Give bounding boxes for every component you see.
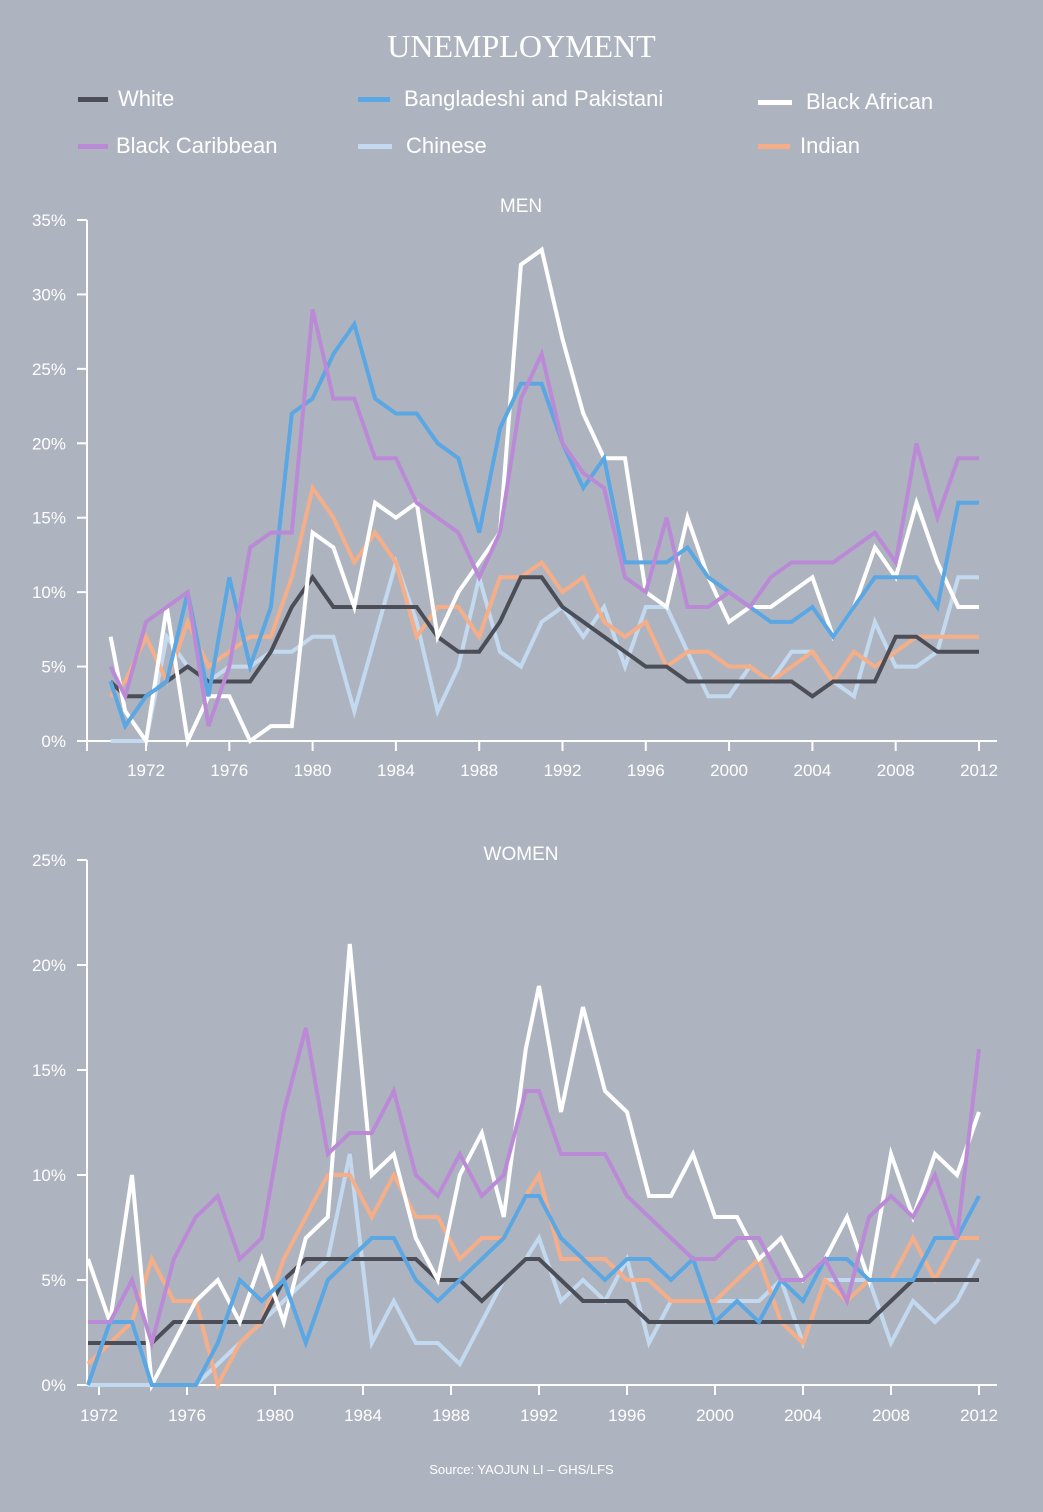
men-y-tick-label: 25%: [32, 360, 66, 379]
men-series-black-caribbean: [108, 308, 979, 727]
men-x-tick-label: 1996: [627, 761, 665, 780]
legend-item-bangladeshi-pakistani: Bangladeshi and Pakistani: [358, 86, 663, 112]
legend-label-black-caribbean: Black Caribbean: [116, 133, 278, 158]
legend-swatch-black-caribbean: [78, 143, 108, 149]
men-x-tick-label: 2004: [793, 761, 831, 780]
women-x-tick-label: 2000: [696, 1406, 734, 1425]
legend-swatch-bangladeshi-pakistani: [358, 96, 390, 102]
women-series-white: [88, 1257, 979, 1345]
legend-label-black-african: Black African: [806, 89, 934, 114]
men-x-tick-label: 1984: [377, 761, 415, 780]
women-x-tick-label: 1992: [520, 1406, 558, 1425]
women-x-tick-label: 1988: [432, 1406, 470, 1425]
legend-label-indian: Indian: [800, 133, 860, 158]
women-y-tick-label: 10%: [32, 1166, 66, 1185]
men-y-tick-label: 30%: [32, 285, 66, 304]
men-x-tick-label: 1972: [127, 761, 165, 780]
women-x-tick-label: 1972: [80, 1406, 118, 1425]
men-y-tick-label: 0%: [41, 732, 66, 751]
women-x-tick-label: 1976: [168, 1406, 206, 1425]
legend-item-indian: Indian: [758, 133, 860, 159]
men-x-tick-label: 1980: [294, 761, 332, 780]
legend-swatch-chinese: [358, 143, 392, 149]
legend-swatch-black-african: [758, 99, 792, 105]
men-y-tick-label: 10%: [32, 583, 66, 602]
men-x-tick-label: 2008: [877, 761, 915, 780]
women-y-tick-label: 5%: [41, 1271, 66, 1290]
men-x-tick-label: 2012: [960, 761, 998, 780]
women-series-black-african: [86, 943, 981, 1392]
women-chart-title: WOMEN: [484, 844, 559, 865]
women-x-tick-label: 1996: [608, 1406, 646, 1425]
legend-item-black-african: Black African: [758, 89, 933, 115]
legend-item-chinese: Chinese: [358, 133, 487, 159]
men-series-bangladeshi-and-pakistani: [108, 319, 979, 731]
women-x-tick-label: 2008: [872, 1406, 910, 1425]
women-y-tick-label: 25%: [32, 851, 66, 870]
source-note: Source: YAOJUN LI – GHS/LFS: [429, 1462, 614, 1477]
women-x-tick-label: 1980: [256, 1406, 294, 1425]
legend-swatch-white: [78, 96, 108, 102]
women-y-tick-label: 15%: [32, 1061, 66, 1080]
legend-label-bangladeshi-pakistani: Bangladeshi and Pakistani: [404, 86, 664, 111]
legend-swatch-indian: [758, 143, 790, 149]
women-x-tick-label: 2012: [960, 1406, 998, 1425]
legend-label-white: White: [118, 86, 175, 111]
men-x-tick-label: 1976: [210, 761, 248, 780]
men-chart-title: MEN: [500, 196, 542, 217]
women-x-tick-label: 1984: [344, 1406, 382, 1425]
men-x-tick-label: 1988: [460, 761, 498, 780]
women-series-black-caribbean: [88, 1027, 981, 1351]
men-y-tick-label: 35%: [32, 211, 66, 230]
men-x-tick-label: 2000: [710, 761, 748, 780]
women-y-tick-label: 0%: [41, 1376, 66, 1395]
women-x-tick-label: 2004: [784, 1406, 822, 1425]
women-series-indian: [86, 1170, 979, 1391]
legend-item-black-caribbean: Black Caribbean: [78, 133, 277, 159]
women-series-chinese: [88, 1153, 981, 1387]
legend-item-white: White: [78, 86, 174, 112]
women-y-tick-label: 20%: [32, 956, 66, 975]
men-series-white: [109, 573, 979, 699]
chart-title: UNEMPLOYMENT: [387, 28, 656, 64]
men-x-tick-label: 1992: [544, 761, 582, 780]
men-y-tick-label: 20%: [32, 434, 66, 453]
men-y-tick-label: 15%: [32, 509, 66, 528]
legend-label-chinese: Chinese: [406, 133, 487, 158]
men-y-tick-label: 5%: [41, 658, 66, 677]
women-series-bangladeshi-and-pakistani: [86, 1194, 981, 1387]
